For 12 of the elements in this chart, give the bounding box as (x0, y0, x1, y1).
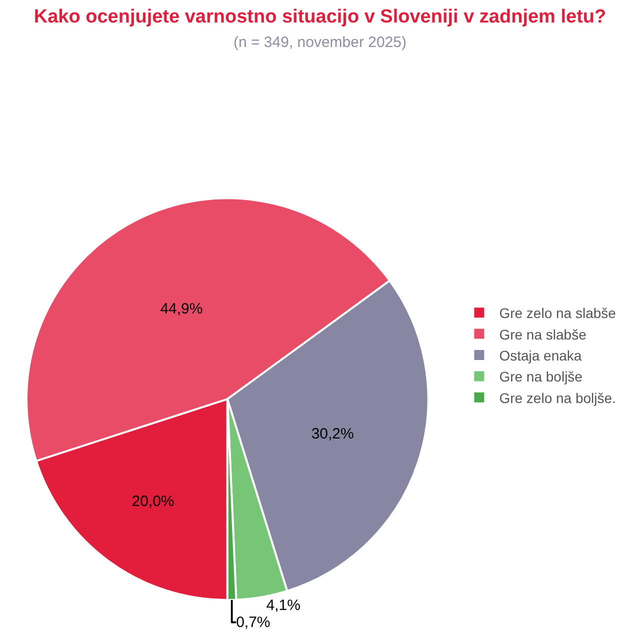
data-label: 0,7% (236, 614, 270, 631)
legend-label: Gre na slabše (499, 326, 587, 342)
legend-label: Gre zelo na boljše. (499, 390, 616, 406)
data-label: 20,0% (132, 492, 174, 510)
legend-label: Gre zelo na slabše (499, 305, 616, 322)
legend-label: Ostaja enaka (499, 347, 582, 364)
legend-label: Gre na boljše (499, 368, 583, 385)
data-label: 4,1% (266, 596, 300, 614)
data-label: 30,2% (311, 425, 354, 442)
chart-subtitle: (n = 349, november 2025) (233, 34, 407, 52)
chart-title: Kako ocenjujete varnostno situacijo v Sloveniji v zadnjem letu? (34, 6, 606, 28)
data-label: 44,9% (160, 300, 203, 318)
